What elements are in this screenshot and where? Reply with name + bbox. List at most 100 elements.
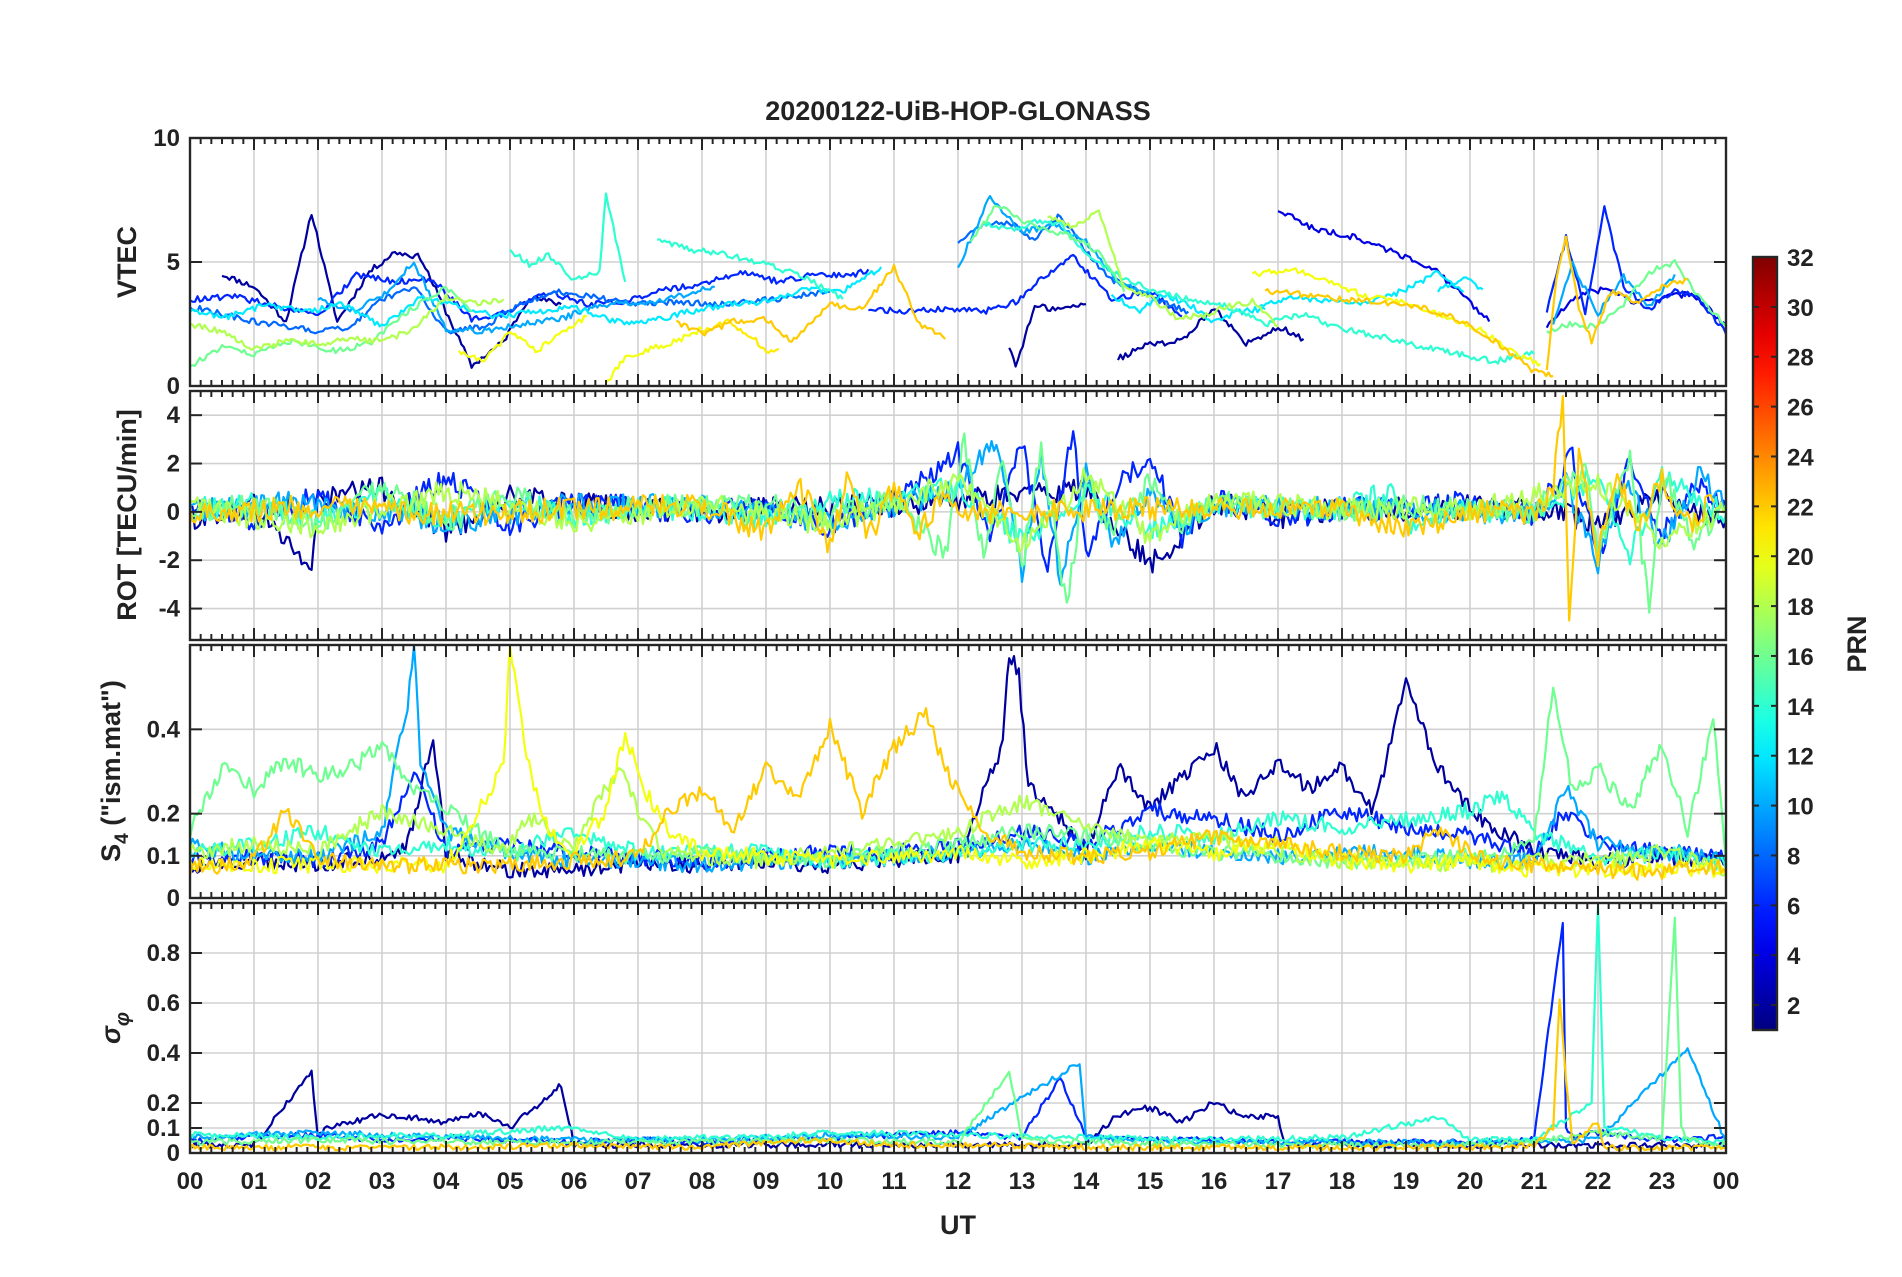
x-tick-label: 00 <box>177 1168 204 1195</box>
x-tick-label: 05 <box>497 1168 524 1195</box>
y-tick-label: -2 <box>159 547 180 574</box>
y-tick-label: 0.2 <box>147 801 180 828</box>
colorbar-tick-label: 14 <box>1787 694 1814 721</box>
y-axis-title-rot: ROT [TECU/min] <box>112 409 142 620</box>
colorbar-tick-label: 20 <box>1787 544 1814 571</box>
y-axis-title-s4: S4 ("ism.mat") <box>96 680 133 862</box>
y-tick-label: 0.6 <box>147 990 180 1017</box>
colorbar-tick-label: 10 <box>1787 794 1814 821</box>
y-tick-label: 0 <box>167 373 180 400</box>
tick-marks <box>189 903 1727 1154</box>
x-tick-label: 18 <box>1329 1168 1356 1195</box>
y-tick-label: 0.4 <box>147 716 181 743</box>
x-tick-label: 12 <box>945 1168 972 1195</box>
x-tick-label: 10 <box>817 1168 844 1195</box>
y-tick-label: 0.2 <box>147 1090 180 1117</box>
y-tick-label: 10 <box>153 125 180 152</box>
series-line-prn-14 <box>982 218 1535 365</box>
x-tick-label: 04 <box>433 1168 460 1195</box>
series-line-prn-2 <box>1008 302 1087 368</box>
tick-marks <box>189 645 1727 899</box>
colorbar-tick-label: 28 <box>1787 345 1814 372</box>
x-tick-labels: 00 01 02 03 04 05 06 07 08 09 10 11 12 13 14 15 16 17 18 19… <box>177 1168 1740 1195</box>
x-tick-label: 09 <box>753 1168 780 1195</box>
panel-vtec: 0 5 10 VTEC <box>112 125 1728 400</box>
y-tick-label: 0.8 <box>147 940 180 967</box>
colorbar-tick-label: 30 <box>1787 295 1814 322</box>
series-line-prn-22 <box>190 395 1715 622</box>
chart-title: 20200122-UiB-HOP-GLONASS <box>765 96 1151 126</box>
series-line-prn-14 <box>509 192 627 283</box>
colorbar-tick-label: 26 <box>1787 395 1814 422</box>
colorbar-label: PRN <box>1842 615 1872 672</box>
x-tick-label: 13 <box>1009 1168 1036 1195</box>
tick-marks <box>189 137 1727 387</box>
x-tick-label: 07 <box>625 1168 652 1195</box>
series-line-prn-10 <box>317 261 715 335</box>
grid-lines <box>190 138 1726 386</box>
series-line-prn-12 <box>1110 292 1266 324</box>
y-tick-label: 5 <box>167 249 180 276</box>
x-tick-label: 15 <box>1137 1168 1164 1195</box>
y-tick-label: -4 <box>159 596 181 623</box>
x-tick-label: 01 <box>241 1168 268 1195</box>
series-group <box>190 192 1726 384</box>
colorbar-frame <box>1751 255 1779 1032</box>
panel-rot: -4 -2 0 2 4 ROT [TECU/min] <box>112 389 1728 642</box>
series-line-prn-18 <box>1047 209 1279 328</box>
y-tick-label: 4 <box>167 402 181 429</box>
series-line-prn-12 <box>190 266 883 328</box>
series-line-prn-20 <box>457 314 588 363</box>
colorbar-tick-label: 16 <box>1787 644 1814 671</box>
colorbar-gradient <box>1753 257 1777 1030</box>
x-tick-label: 08 <box>689 1168 716 1195</box>
colorbar-tick-label: 24 <box>1787 444 1814 471</box>
y-axis-title-vtec: VTEC <box>112 226 142 298</box>
series-line-prn-20 <box>605 326 703 384</box>
y-tick-label: 0 <box>167 499 180 526</box>
x-tick-label: 00 <box>1713 1168 1740 1195</box>
series-line-prn-14 <box>657 238 844 300</box>
x-tick-label: 16 <box>1201 1168 1228 1195</box>
x-axis-title: UT <box>940 1210 976 1240</box>
series-line-prn-22 <box>190 707 1726 881</box>
x-tick-label: 21 <box>1521 1168 1548 1195</box>
panel-s4: 0 0.1 0.2 0.4 S4 ("ism.mat") <box>96 643 1728 912</box>
series-line-prn-2 <box>1117 308 1305 361</box>
series-line-prn-2 <box>221 214 562 369</box>
series-line-prn-22 <box>675 263 946 343</box>
colorbar-tick-label: 18 <box>1787 594 1814 621</box>
y-tick-label: 0 <box>167 885 180 912</box>
x-tick-label: 14 <box>1073 1168 1100 1195</box>
series-line-prn-6 <box>190 268 870 323</box>
series-line-prn-12 <box>1258 269 1465 308</box>
series-line-prn-22 <box>1264 288 1554 378</box>
series-line-prn-16 <box>1546 259 1726 335</box>
series-line-prn-20 <box>190 645 1726 879</box>
x-tick-label: 22 <box>1585 1168 1612 1195</box>
y-tick-label: 0 <box>167 1140 180 1167</box>
y-tick-label: 0.1 <box>147 843 180 870</box>
series-group <box>190 395 1726 622</box>
series-line-prn-18 <box>190 467 1726 553</box>
x-tick-label: 23 <box>1649 1168 1676 1195</box>
x-tick-label: 11 <box>881 1168 906 1195</box>
series-line-prn-22 <box>1545 235 1688 371</box>
colorbar-tick-label: 6 <box>1787 893 1800 920</box>
series-line-prn-18 <box>190 293 505 351</box>
colorbar-tick-label: 32 <box>1787 245 1814 272</box>
series-line-prn-6 <box>868 253 1183 318</box>
x-tick-label: 20 <box>1457 1168 1484 1195</box>
series-group <box>190 645 1726 881</box>
y-tick-label: 2 <box>167 451 180 478</box>
y-axis-title-sigma_phi: σφ <box>96 1012 134 1044</box>
series-line-prn-20 <box>1251 267 1542 367</box>
colorbar-tick-label: 2 <box>1787 993 1800 1020</box>
panel-sigma_phi: 00.10.2 0.4 0.6 0.8 σφ <box>96 901 1728 1167</box>
series-line-prn-12 <box>1437 276 1484 293</box>
series-line-prn-16 <box>190 286 473 368</box>
series-line-prn-18 <box>190 767 1726 877</box>
